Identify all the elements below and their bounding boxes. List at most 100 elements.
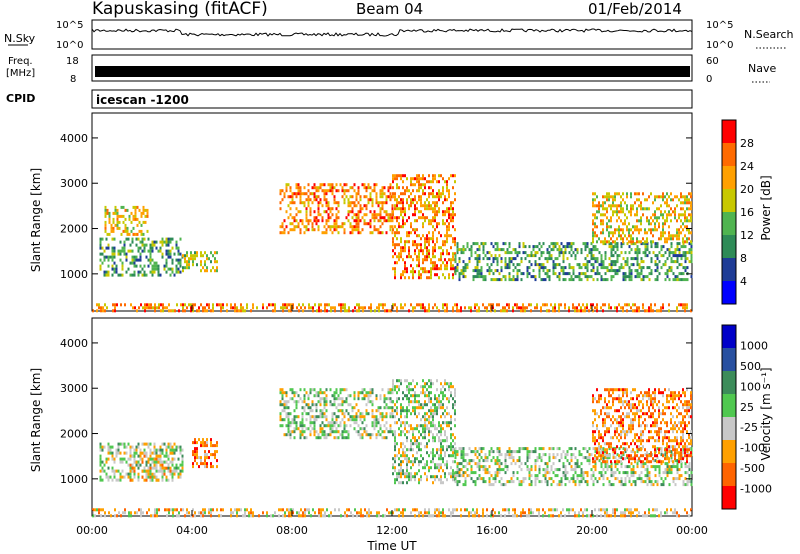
echo-cell — [440, 463, 442, 467]
echo-cell — [444, 234, 446, 238]
echo-cell — [434, 219, 436, 223]
echo-cell — [307, 403, 310, 407]
echo-cell — [618, 480, 621, 484]
echo-cell — [340, 303, 342, 307]
echo-cell — [373, 225, 376, 229]
echo-cell — [327, 201, 330, 205]
echo-cell — [100, 309, 102, 313]
echo-cell — [422, 177, 424, 181]
echo-cell — [353, 421, 356, 425]
echo-cell — [532, 245, 535, 249]
echo-cell — [289, 222, 292, 226]
echo-cell — [428, 385, 430, 389]
echo-cell — [279, 418, 282, 422]
echo-cell — [287, 231, 290, 235]
echo-cell — [416, 180, 418, 184]
echo-cell — [377, 430, 380, 434]
echo-cell — [365, 213, 368, 217]
echo-cell — [402, 460, 404, 464]
echo-cell — [196, 453, 198, 457]
echo-cell — [287, 424, 290, 428]
echo-cell — [526, 459, 529, 463]
echo-cell — [610, 278, 613, 282]
echo-cell — [522, 480, 525, 484]
beam-title: Beam 04 — [356, 0, 423, 18]
echo-cell — [406, 379, 408, 383]
echo-cell — [438, 189, 440, 193]
echo-cell — [107, 448, 110, 452]
echo-cell — [620, 201, 622, 205]
echo-cell — [666, 237, 668, 241]
freq-trace-band — [95, 66, 690, 77]
echo-cell — [295, 213, 298, 217]
echo-cell — [375, 198, 378, 202]
echo-cell — [432, 460, 434, 464]
echo-cell — [321, 412, 324, 416]
echo-cell — [618, 216, 620, 220]
echo-cell — [162, 309, 164, 313]
echo-cell — [448, 195, 450, 199]
echo-cell — [450, 415, 452, 419]
echo-cell — [400, 303, 402, 307]
echo-cell — [552, 471, 555, 475]
echo-cell — [333, 198, 336, 202]
echo-cell — [414, 243, 416, 247]
echo-cell — [171, 451, 174, 455]
echo-cell — [299, 433, 302, 437]
echo-cell — [450, 201, 452, 205]
echo-cell — [604, 242, 607, 246]
echo-cell — [612, 234, 614, 238]
echo-cell — [309, 213, 312, 217]
echo-cell — [192, 453, 194, 457]
echo-cell — [630, 468, 633, 472]
echo-cell — [200, 269, 202, 273]
echo-cell — [303, 430, 306, 434]
echo-cell — [518, 456, 521, 460]
echo-cell — [391, 204, 394, 208]
echo-cell — [684, 251, 687, 255]
echo-cell — [504, 309, 506, 313]
echo-cell — [138, 306, 140, 310]
echo-cell — [210, 444, 212, 448]
echo-cell — [394, 261, 396, 265]
echo-cell — [676, 275, 679, 279]
echo-cell — [390, 309, 392, 313]
echo-cell — [315, 216, 318, 220]
echo-cell — [157, 273, 160, 277]
echo-cell — [538, 468, 541, 472]
echo-cell — [114, 211, 117, 215]
echo-cell — [371, 204, 374, 208]
echo-cell — [307, 195, 310, 199]
echo-cell — [130, 303, 132, 307]
echo-cell — [430, 207, 432, 211]
echo-cell — [385, 403, 388, 407]
echo-cell — [598, 471, 601, 475]
echo-cell — [620, 453, 623, 457]
echo-cell — [654, 210, 656, 214]
echo-cell — [125, 460, 128, 464]
echo-cell — [104, 208, 107, 212]
echo-cell — [394, 439, 396, 443]
echo-cell — [616, 254, 619, 258]
echo-cell — [418, 478, 420, 482]
echo-cell — [287, 400, 290, 404]
echo-cell — [392, 255, 394, 259]
echo-cell — [596, 210, 598, 214]
echo-cell — [151, 267, 154, 271]
echo-cell — [572, 306, 574, 310]
echo-cell — [592, 237, 594, 241]
echo-cell — [300, 306, 302, 310]
echo-cell — [444, 379, 446, 383]
echo-cell — [150, 303, 152, 307]
echo-cell — [169, 442, 172, 446]
echo-cell — [394, 415, 396, 419]
echo-cell — [323, 210, 326, 214]
echo-cell — [650, 257, 653, 261]
echo-cell — [624, 483, 627, 487]
echo-cell — [470, 465, 473, 469]
echo-cell — [428, 240, 430, 244]
echo-cell — [438, 400, 440, 404]
echo-cell — [480, 450, 483, 454]
echo-cell — [272, 303, 274, 307]
echo-cell — [136, 309, 138, 313]
